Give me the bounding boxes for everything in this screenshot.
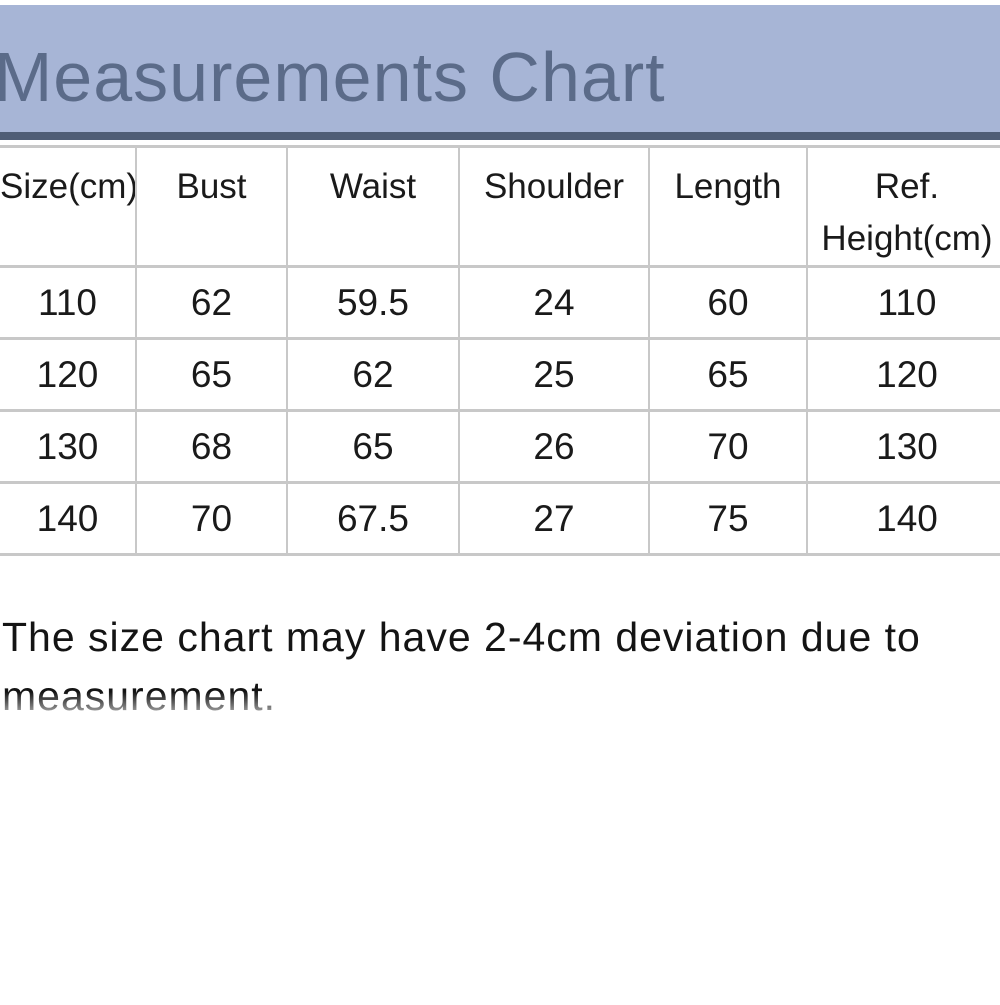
column-header-size: Size(cm) — [0, 145, 137, 268]
deviation-note: The size chart may have 2-4cm deviation … — [2, 608, 1000, 726]
table-cell: 75 — [648, 481, 808, 556]
table-cell: 130 — [806, 409, 1000, 484]
note-line-2: measurement. — [2, 673, 277, 719]
table-cell: 67.5 — [286, 481, 460, 556]
table-cell: 70 — [648, 409, 808, 484]
table-cell: 26 — [458, 409, 650, 484]
column-header-ref-height: Ref. Height(cm) — [806, 145, 1000, 268]
table-cell: 25 — [458, 337, 650, 412]
table-cell: 120 — [806, 337, 1000, 412]
table-cell: 110 — [0, 265, 137, 340]
column-header-length: Length — [648, 145, 808, 268]
table-cell: 65 — [135, 337, 288, 412]
column-header-bust: Bust — [135, 145, 288, 268]
measurements-table: Size(cm) Bust Waist Shoulder Length Ref.… — [0, 145, 1000, 556]
table-cell: 59.5 — [286, 265, 460, 340]
table-cell: 140 — [806, 481, 1000, 556]
table-row: 140 70 67.5 27 75 140 — [0, 481, 1000, 556]
table-cell: 68 — [135, 409, 288, 484]
table-row: 120 65 62 25 65 120 — [0, 337, 1000, 412]
table-cell: 60 — [648, 265, 808, 340]
table-cell: 110 — [806, 265, 1000, 340]
table-cell: 27 — [458, 481, 650, 556]
table-cell: 65 — [286, 409, 460, 484]
table-cell: 65 — [648, 337, 808, 412]
column-header-shoulder: Shoulder — [458, 145, 650, 268]
page-title: Measurements Chart — [0, 38, 666, 116]
table-cell: 70 — [135, 481, 288, 556]
table-row: 130 68 65 26 70 130 — [0, 409, 1000, 484]
header-row: Size(cm) Bust Waist Shoulder Length Ref.… — [0, 145, 1000, 268]
note-line-1: The size chart may have 2-4cm deviation … — [2, 614, 921, 660]
table-cell: 24 — [458, 265, 650, 340]
table-cell: 62 — [135, 265, 288, 340]
table-row: 110 62 59.5 24 60 110 — [0, 265, 1000, 340]
banner: Measurements Chart — [0, 5, 1000, 140]
column-header-waist: Waist — [286, 145, 460, 268]
table-cell: 140 — [0, 481, 137, 556]
table-cell: 62 — [286, 337, 460, 412]
table-cell: 120 — [0, 337, 137, 412]
table-cell: 130 — [0, 409, 137, 484]
